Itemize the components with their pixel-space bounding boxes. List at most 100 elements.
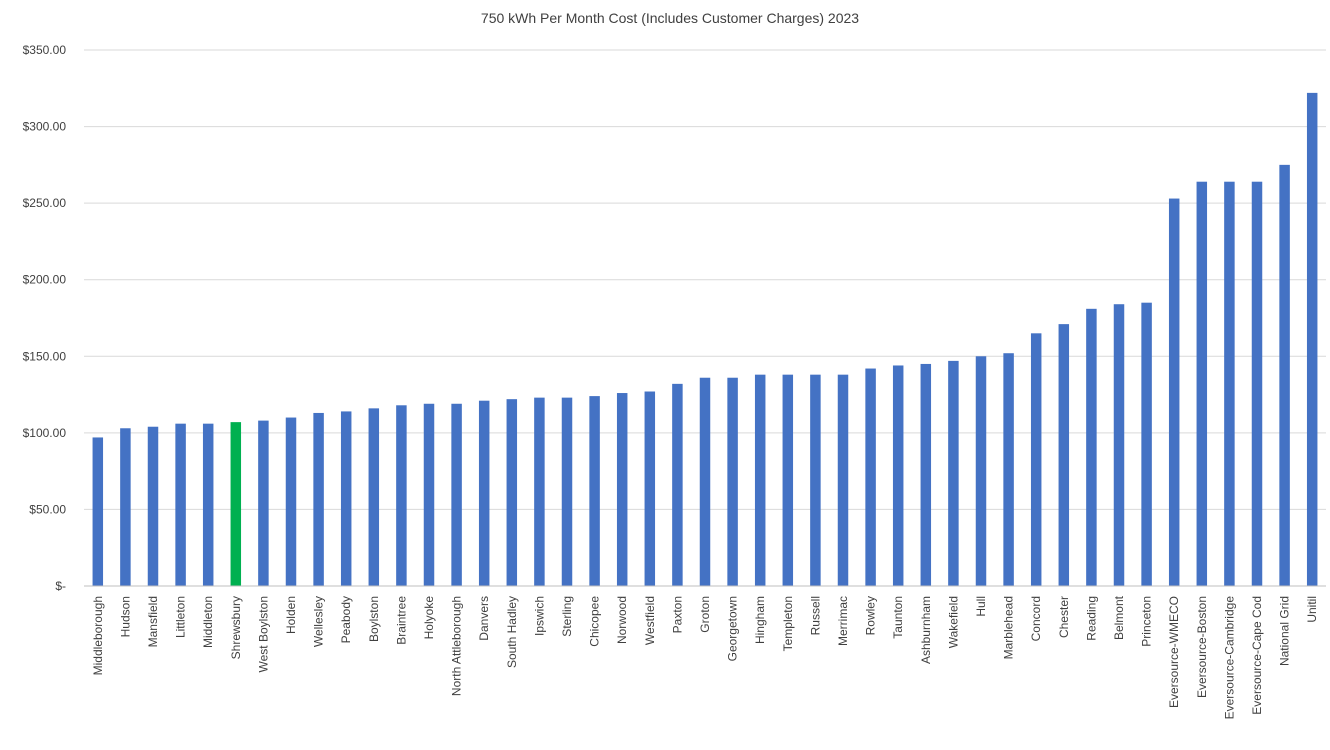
bar-marblehead: [1003, 353, 1014, 586]
x-tick-label: North Attleborough: [450, 596, 464, 696]
bar-groton: [699, 377, 711, 586]
x-tick-label: Princeton: [1140, 596, 1154, 647]
x-tick-label: Templeton: [781, 596, 795, 651]
bar-merrimac: [837, 374, 849, 586]
x-tick-label: Middleborough: [91, 596, 105, 675]
y-tick-label: $200.00: [23, 273, 67, 287]
x-tick-label: Mansfield: [146, 596, 160, 647]
bar-russell: [810, 374, 821, 586]
x-tick-label: Sterling: [560, 596, 574, 637]
x-tick-label: Merrimac: [836, 596, 850, 646]
x-tick-label: Groton: [698, 596, 712, 633]
bar-sterling: [561, 397, 573, 586]
y-tick-label: $50.00: [29, 502, 66, 516]
y-tick-label: $-: [55, 579, 66, 593]
bar-holden: [285, 417, 297, 586]
bar-ashburnham: [920, 363, 932, 586]
x-tick-label: Holden: [284, 596, 298, 634]
bar-hull: [975, 356, 987, 586]
bar-shrewsbury: [230, 422, 242, 586]
bar-rowley: [865, 368, 876, 586]
bar-ipswich: [534, 397, 545, 586]
bar-eversource-boston: [1196, 181, 1208, 586]
bar-hingham: [754, 374, 766, 586]
x-tick-label: Rowley: [864, 596, 878, 635]
x-tick-label: Russell: [808, 596, 822, 635]
x-tick-label: Westfield: [643, 596, 657, 645]
bar-westfield: [644, 391, 656, 586]
bar-holyoke: [423, 403, 435, 586]
x-tick-label: South Hadley: [505, 596, 519, 668]
x-tick-label: Eversource-Cambridge: [1222, 596, 1236, 720]
x-tick-label: Eversource-Cape Cod: [1250, 596, 1264, 715]
x-tick-label: Marblehead: [1002, 596, 1016, 659]
y-axis-ticks: $- $50.00 $100.00 $150.00 $200.00 $250.00 $300…: [23, 43, 67, 593]
chart-title: 750 kWh Per Month Cost (Includes Custome…: [481, 10, 859, 26]
bar-templeton: [782, 374, 794, 586]
x-tick-label: Belmont: [1112, 595, 1126, 640]
bar-middleborough: [92, 437, 104, 586]
x-tick-label: Wakefield: [946, 596, 960, 648]
bar-chester: [1058, 324, 1070, 586]
x-tick-label: Boylston: [367, 596, 381, 642]
x-tick-label: Chester: [1057, 596, 1071, 638]
bar-chicopee: [589, 396, 600, 586]
x-tick-label: Ipswich: [532, 596, 546, 636]
bar-eversource-cambridge: [1224, 181, 1235, 586]
x-tick-label: Unitil: [1305, 596, 1319, 623]
bar-eversource-wmeco: [1168, 198, 1180, 586]
bar-danvers: [478, 400, 490, 586]
x-tick-label: National Grid: [1278, 596, 1292, 666]
x-tick-label: Taunton: [891, 596, 905, 639]
bar-belmont: [1113, 304, 1125, 586]
bar-norwood: [616, 393, 628, 586]
bar-middleton: [202, 423, 214, 586]
x-tick-label: Georgetown: [726, 596, 740, 661]
bar-boylston: [368, 408, 380, 586]
bar-princeton: [1141, 302, 1152, 586]
bar-wakefield: [948, 360, 959, 586]
y-tick-label: $150.00: [23, 349, 67, 363]
x-tick-label: Littleton: [174, 596, 188, 638]
x-tick-label: Eversource-Boston: [1195, 596, 1209, 698]
bar-north-attleborough: [451, 403, 462, 586]
x-tick-label: Reading: [1084, 596, 1098, 641]
bar-south-hadley: [506, 399, 518, 586]
bar-georgetown: [727, 377, 738, 586]
x-tick-label: Hingham: [753, 596, 767, 644]
bar-west-boylston: [258, 420, 269, 586]
x-tick-label: Hudson: [118, 596, 132, 637]
bar-peabody: [340, 411, 352, 586]
bar-hudson: [120, 428, 131, 586]
y-tick-label: $350.00: [23, 43, 67, 57]
bar-eversource-cape-cod: [1251, 181, 1263, 586]
bar-braintree: [396, 405, 407, 586]
x-tick-label: Chicopee: [588, 596, 602, 647]
bar-paxton: [672, 383, 683, 586]
bar-wellesley: [313, 412, 324, 586]
bars: [92, 92, 1318, 586]
x-tick-label: Middleton: [201, 596, 215, 648]
bar-unitil: [1306, 92, 1318, 586]
x-tick-label: Ashburnham: [919, 596, 933, 664]
bar-reading: [1086, 308, 1097, 586]
bar-national-grid: [1279, 164, 1290, 586]
bar-littleton: [175, 423, 186, 586]
x-tick-label: Holyoke: [422, 596, 436, 640]
bar-mansfield: [147, 426, 159, 586]
x-tick-label: West Boylston: [256, 596, 270, 672]
x-tick-label: Danvers: [477, 596, 491, 641]
x-tick-label: Paxton: [670, 596, 684, 633]
y-tick-label: $300.00: [23, 120, 67, 134]
x-tick-label: Wellesley: [312, 596, 326, 647]
y-tick-label: $100.00: [23, 426, 67, 440]
y-tick-label: $250.00: [23, 196, 67, 210]
x-tick-label: Hull: [974, 596, 988, 617]
x-tick-label: Braintree: [394, 596, 408, 645]
x-axis-ticks: Middleborough Hudson Mansfield Littleton Mid…: [91, 595, 1319, 719]
x-tick-label: Shrewsbury: [229, 596, 243, 659]
bar-concord: [1030, 333, 1042, 586]
x-tick-label: Norwood: [615, 596, 629, 644]
